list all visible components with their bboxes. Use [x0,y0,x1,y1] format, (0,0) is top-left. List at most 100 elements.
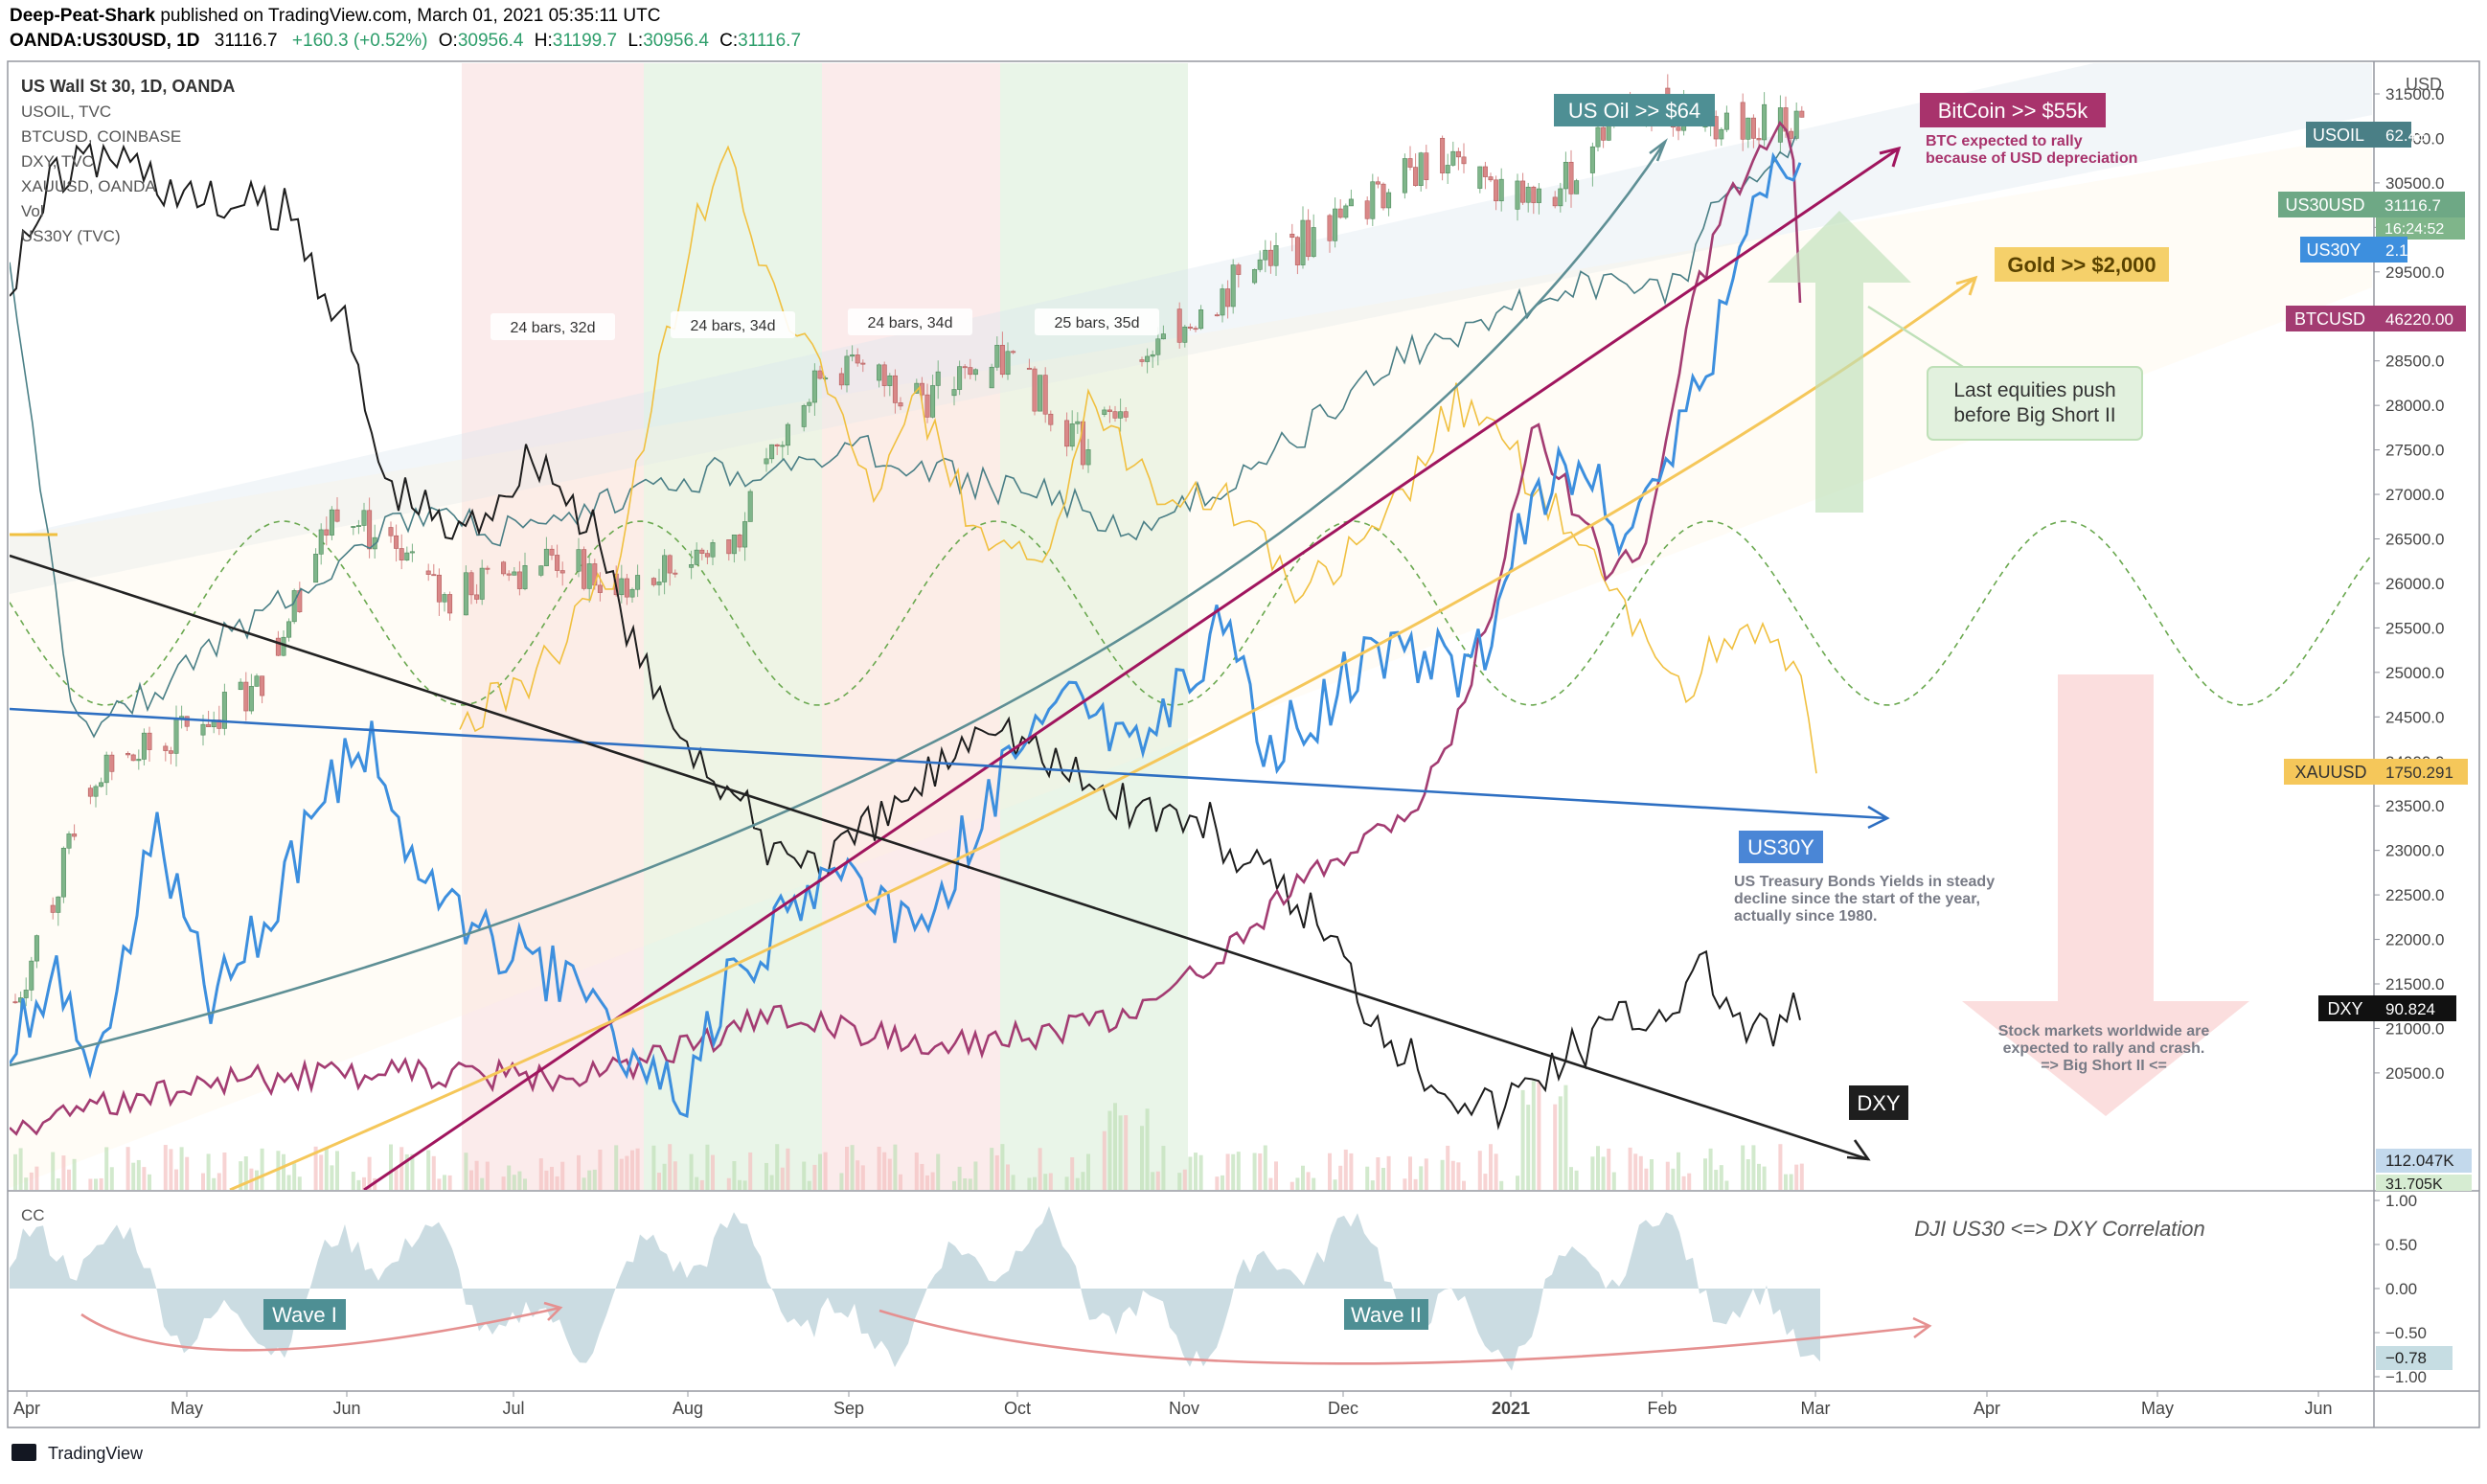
cycle-shade-2 [644,63,822,1190]
volume-bar [125,1147,130,1190]
volume-bar [1607,1148,1611,1190]
volume-bar [1033,1176,1037,1190]
candle-body [436,574,442,603]
volume-bar [174,1169,178,1190]
candle-body [1525,186,1531,203]
candle-body [130,754,136,762]
time-tick-label: Dec [1328,1399,1358,1418]
candle-body [1032,368,1038,412]
volume-bar [920,1163,924,1190]
main-pane[interactable]: 24 bars, 32d 24 bars, 34d 24 bars, 34d 2… [10,0,2372,1190]
gold-trendline [229,276,1976,1190]
tag-btc-value: 46220.00 [2385,310,2453,329]
candle-body [1713,116,1719,140]
us30y-callout-box [1739,831,1823,863]
candle-body [431,574,437,577]
wave-2-callout-box [1344,1299,1428,1330]
candle-body [1306,219,1312,258]
cc-pane[interactable]: Wave I Wave II DJI US30 <=> DXY Correlat… [10,1206,2205,1371]
volume-bar [807,1180,811,1190]
usoil-line [10,135,1796,739]
volume-bar [217,1173,221,1190]
candle-body [334,509,340,522]
volume-bar [1590,1156,1595,1190]
volume-bar [94,1178,98,1190]
volume-bar [222,1152,227,1190]
volume-bar [1408,1156,1412,1190]
volume-bar [1446,1145,1450,1190]
wave-2-arrowhead [1912,1316,1932,1339]
volume-bar [1113,1103,1117,1190]
currency-label[interactable]: USD [2406,75,2442,94]
volume-bar [1107,1110,1112,1190]
volume-bar [582,1177,586,1190]
legend: US Wall St 30, 1D, OANDA USOIL, TVC BTCU… [21,77,235,245]
candle-body [1601,126,1607,141]
candle-body [409,551,415,554]
volume-bar [431,1155,436,1190]
candle-body [538,565,544,576]
volume-bar [485,1161,490,1190]
volume-bar [1477,1151,1482,1190]
volume-bar [1638,1155,1643,1190]
volume-bar [695,1176,699,1190]
candle-body [468,572,474,596]
candle-body [23,990,29,998]
price-tick-label: 21000.0 [2385,1019,2444,1038]
us30y-trendline [10,707,1888,820]
candle-body [817,370,823,379]
cc-axis[interactable]: 1.00 0.50 0.00 −0.50 −1.00 [2374,1192,2427,1386]
candle-body [619,578,625,596]
volume-bar [625,1155,629,1190]
us-oil-callout-box [1554,94,1715,126]
time-axis[interactable]: Apr May Jun Jul Aug Sep Oct Nov Dec 2021 Feb Mar Apr… [13,1391,2333,1418]
volume-bar [1301,1165,1305,1190]
cycle-shade-1 [462,63,644,1190]
volume-bar [169,1149,173,1190]
candle-body [447,594,453,614]
volume-bar [592,1169,597,1190]
header-line-1: Deep-Peat-Shark published on TradingView… [10,6,660,26]
candle-body [1723,112,1729,130]
tag-us30-name: US30USD [2285,195,2364,215]
time-tick-label: Apr [1974,1399,2000,1418]
volume-bar [780,1167,785,1190]
volume-bar [1198,1154,1203,1190]
candle-body [1445,165,1450,173]
candle-body [72,833,78,837]
us30y-callout: US30Y [1747,835,1814,859]
cycle-shade-4 [1000,63,1188,1190]
candle-body [1337,208,1343,218]
volume-bar [1295,1177,1300,1190]
candle-body [1300,219,1306,265]
candle-body [689,564,695,568]
volume-bar [850,1145,855,1190]
candle-body [206,723,212,728]
candle-body [1719,128,1724,140]
volume-bar [1762,1166,1767,1190]
volume-bar [689,1153,694,1190]
candle-body [442,594,447,603]
candle-body [425,570,431,575]
candle-body [1064,420,1070,447]
volume-bar [769,1175,774,1190]
volume-bar [1596,1146,1600,1190]
volume-bar [1456,1162,1461,1190]
bitcoin-callout: BitCoin >> $55k [1938,99,2089,123]
volume-bar [630,1150,634,1190]
channel-fill-lower [10,134,2372,1188]
candle-body [635,575,641,590]
candle-body [972,369,978,376]
candle-body [807,401,812,406]
candle-body [549,548,555,556]
dxy-callout-box [1849,1085,1908,1120]
volume-bar [389,1144,393,1190]
volume-bar [1741,1145,1745,1190]
candle-body [399,548,404,560]
candle-body [769,444,775,460]
candle-body [1520,180,1526,203]
tag-vol-2-box [2376,1175,2472,1191]
time-tick-label: Apr [13,1399,40,1418]
volume-bar [1027,1177,1032,1190]
volume-bar [930,1172,935,1190]
